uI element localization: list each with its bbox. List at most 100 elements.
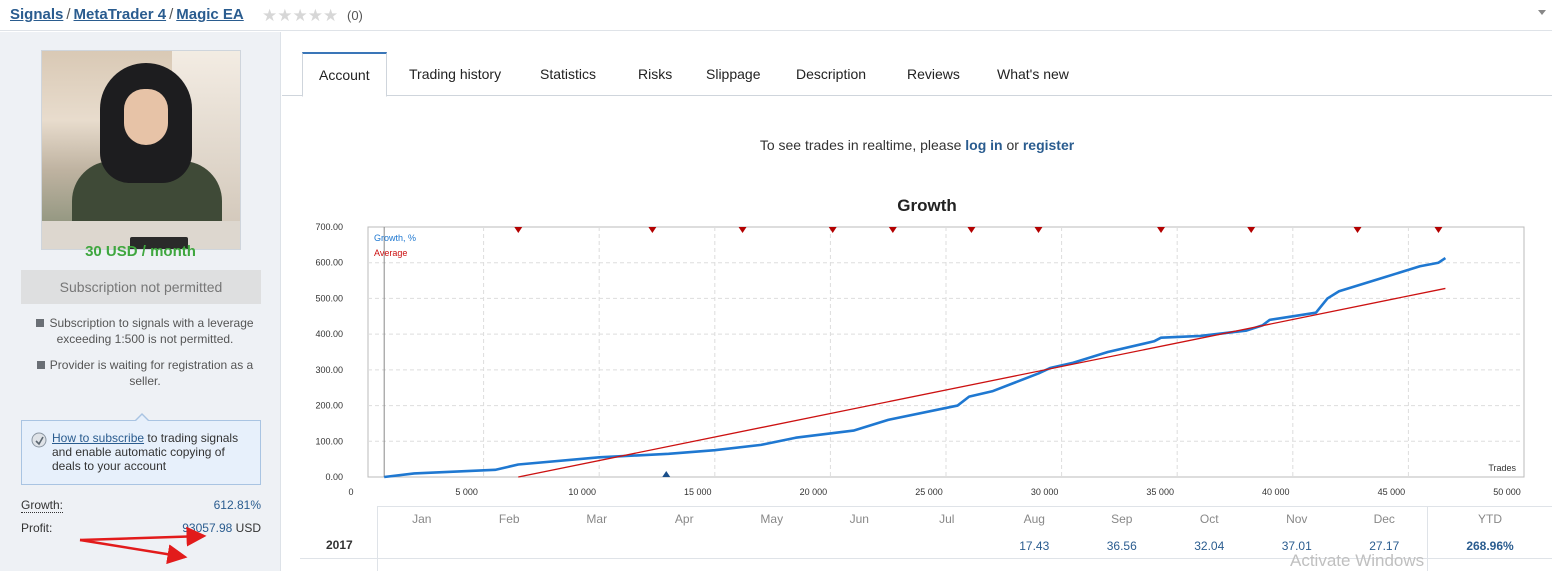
event-marker — [1157, 227, 1166, 233]
star-icon[interactable]: ★ — [307, 6, 323, 25]
how-to-subscribe-box: How to subscribe to trading signals and … — [21, 413, 261, 485]
month-header-sep: Sep — [1111, 512, 1133, 526]
event-marker — [1247, 227, 1256, 233]
avatar — [41, 50, 241, 250]
x-tick-label: 15 000 — [684, 487, 712, 497]
x-tick-label: 10 000 — [568, 487, 596, 497]
breadcrumb-metatrader4[interactable]: MetaTrader 4 — [73, 6, 167, 23]
bullet-icon — [36, 319, 45, 327]
breadcrumb-magic-ea[interactable]: Magic EA — [176, 6, 244, 23]
event-marker — [1353, 227, 1362, 233]
monthly-table: Jan Feb Mar Apr May Jun Jul Aug Sep Oct Nov Dec 201… — [300, 506, 1552, 571]
month-header-oct: Oct — [1199, 512, 1219, 526]
growth-chart[interactable]: 0.00 100.00 200.00 300.00 400.00 500.00 600.00… — [300, 218, 1552, 508]
tab-trading-history[interactable]: Trading history — [409, 66, 502, 82]
login-link[interactable]: log in — [965, 137, 1003, 153]
growth-label[interactable]: Growth: — [21, 498, 64, 513]
month-header-feb: Feb — [498, 512, 520, 526]
month-header-jun: Jun — [849, 512, 869, 526]
y-tick-label: 600.00 — [315, 258, 343, 268]
event-marker — [828, 227, 837, 233]
series-line-average — [518, 287, 1446, 478]
y-tick-label: 0.00 — [325, 472, 343, 482]
month-header-apr: Apr — [674, 512, 694, 526]
legend-growth: Growth, % — [374, 233, 416, 243]
how-to-subscribe-link[interactable]: How to subscribe — [52, 431, 145, 445]
event-marker — [1034, 227, 1043, 233]
x-tick-label: 40 000 — [1262, 487, 1290, 497]
y-tick-label: 500.00 — [315, 293, 343, 303]
tab-statistics[interactable]: Statistics — [540, 66, 597, 82]
event-marker — [1434, 227, 1443, 233]
star-icon[interactable]: ★ — [277, 6, 293, 25]
month-value-oct: 32.04 — [1194, 539, 1225, 553]
event-marker — [648, 227, 657, 233]
x-tick-label: 20 000 — [800, 487, 828, 497]
breadcrumb-separator: / — [169, 6, 174, 23]
tab-account[interactable]: Account — [302, 52, 387, 97]
arrow-to-growth — [79, 526, 207, 547]
y-tick-label: 300.00 — [315, 365, 343, 375]
month-header-jul: Jul — [939, 512, 955, 526]
x-tick-label: 0 — [348, 487, 353, 497]
tab-bar: Account Trading history Statistics Risks… — [282, 52, 1552, 97]
plot-area — [367, 226, 1525, 478]
event-marker — [514, 227, 523, 233]
growth-value: 612.81% — [213, 498, 261, 512]
month-header-mar: Mar — [586, 512, 608, 526]
ytd-header: YTD — [1478, 512, 1502, 526]
breadcrumb: Signals / MetaTrader 4/Magic EA — [10, 6, 244, 23]
star-icon[interactable]: ★ — [323, 6, 339, 25]
month-header-dec: Dec — [1373, 512, 1395, 526]
realtime-prefix: To see trades in realtime, please — [759, 137, 966, 153]
chart-title: Growth — [897, 196, 957, 215]
month-header-jan: Jan — [412, 512, 432, 526]
leverage-note-text: Subscription to signals with a leverage … — [49, 316, 254, 346]
y-tick-label: 400.00 — [315, 329, 343, 339]
event-marker — [888, 227, 897, 233]
tab-reviews[interactable]: Reviews — [907, 66, 960, 82]
x-tick-label: 45 000 — [1378, 487, 1406, 497]
caret-down-icon[interactable] — [1538, 10, 1546, 15]
breadcrumb-signals[interactable]: Signals — [10, 6, 64, 23]
x-tick-label: 25 000 — [915, 487, 943, 497]
series-line-growth — [384, 256, 1447, 479]
event-marker-bottom — [662, 471, 671, 477]
profit-label: Profit: — [21, 521, 53, 535]
tab-whats-new[interactable]: What's new — [997, 66, 1069, 82]
how-to-subscribe-text: to trading signals and enable automatic … — [52, 431, 239, 473]
leverage-note: Subscription to signals with a leverage … — [28, 315, 262, 347]
tab-slippage[interactable]: Slippage — [706, 66, 761, 82]
arrow-to-profit — [79, 538, 188, 565]
x-tick-label: 5 000 — [455, 487, 478, 497]
rating-count: (0) — [347, 8, 363, 23]
realtime-notice: To see trades in realtime, please log in… — [282, 137, 1552, 153]
x-tick-label: 35 000 — [1146, 487, 1174, 497]
month-header-aug: Aug — [1023, 512, 1045, 526]
profit-unit: USD — [235, 521, 261, 535]
y-tick-label: 700.00 — [315, 222, 343, 232]
star-icon[interactable]: ★ — [262, 6, 278, 25]
growth-chart-svg: 0.00 100.00 200.00 300.00 400.00 500.00 600.00… — [315, 222, 1525, 497]
month-value-sep: 36.56 — [1106, 539, 1137, 553]
subscription-button[interactable]: Subscription not permitted — [21, 270, 261, 304]
rating-stars[interactable]: ★★★★★ — [262, 6, 338, 26]
tab-risks[interactable]: Risks — [638, 66, 673, 82]
year-label: 2017 — [326, 538, 353, 552]
event-marker — [967, 227, 976, 233]
month-header-may: May — [760, 512, 784, 526]
month-value-aug: 17.43 — [1019, 539, 1050, 553]
ytd-value: 268.96% — [1466, 539, 1514, 553]
month-value-dec: 27.17 — [1369, 539, 1400, 553]
month-value-nov: 37.01 — [1281, 539, 1312, 553]
bullet-icon — [36, 361, 45, 369]
subscribe-info-icon — [31, 432, 47, 448]
tab-description[interactable]: Description — [796, 66, 867, 82]
breadcrumb-separator: / — [66, 6, 71, 23]
y-tick-label: 200.00 — [315, 401, 343, 411]
x-tick-label: 50 000 — [1493, 487, 1521, 497]
realtime-middle: or — [1002, 137, 1023, 153]
y-tick-label: 100.00 — [315, 436, 343, 446]
star-icon[interactable]: ★ — [292, 6, 308, 25]
register-link[interactable]: register — [1022, 137, 1075, 153]
